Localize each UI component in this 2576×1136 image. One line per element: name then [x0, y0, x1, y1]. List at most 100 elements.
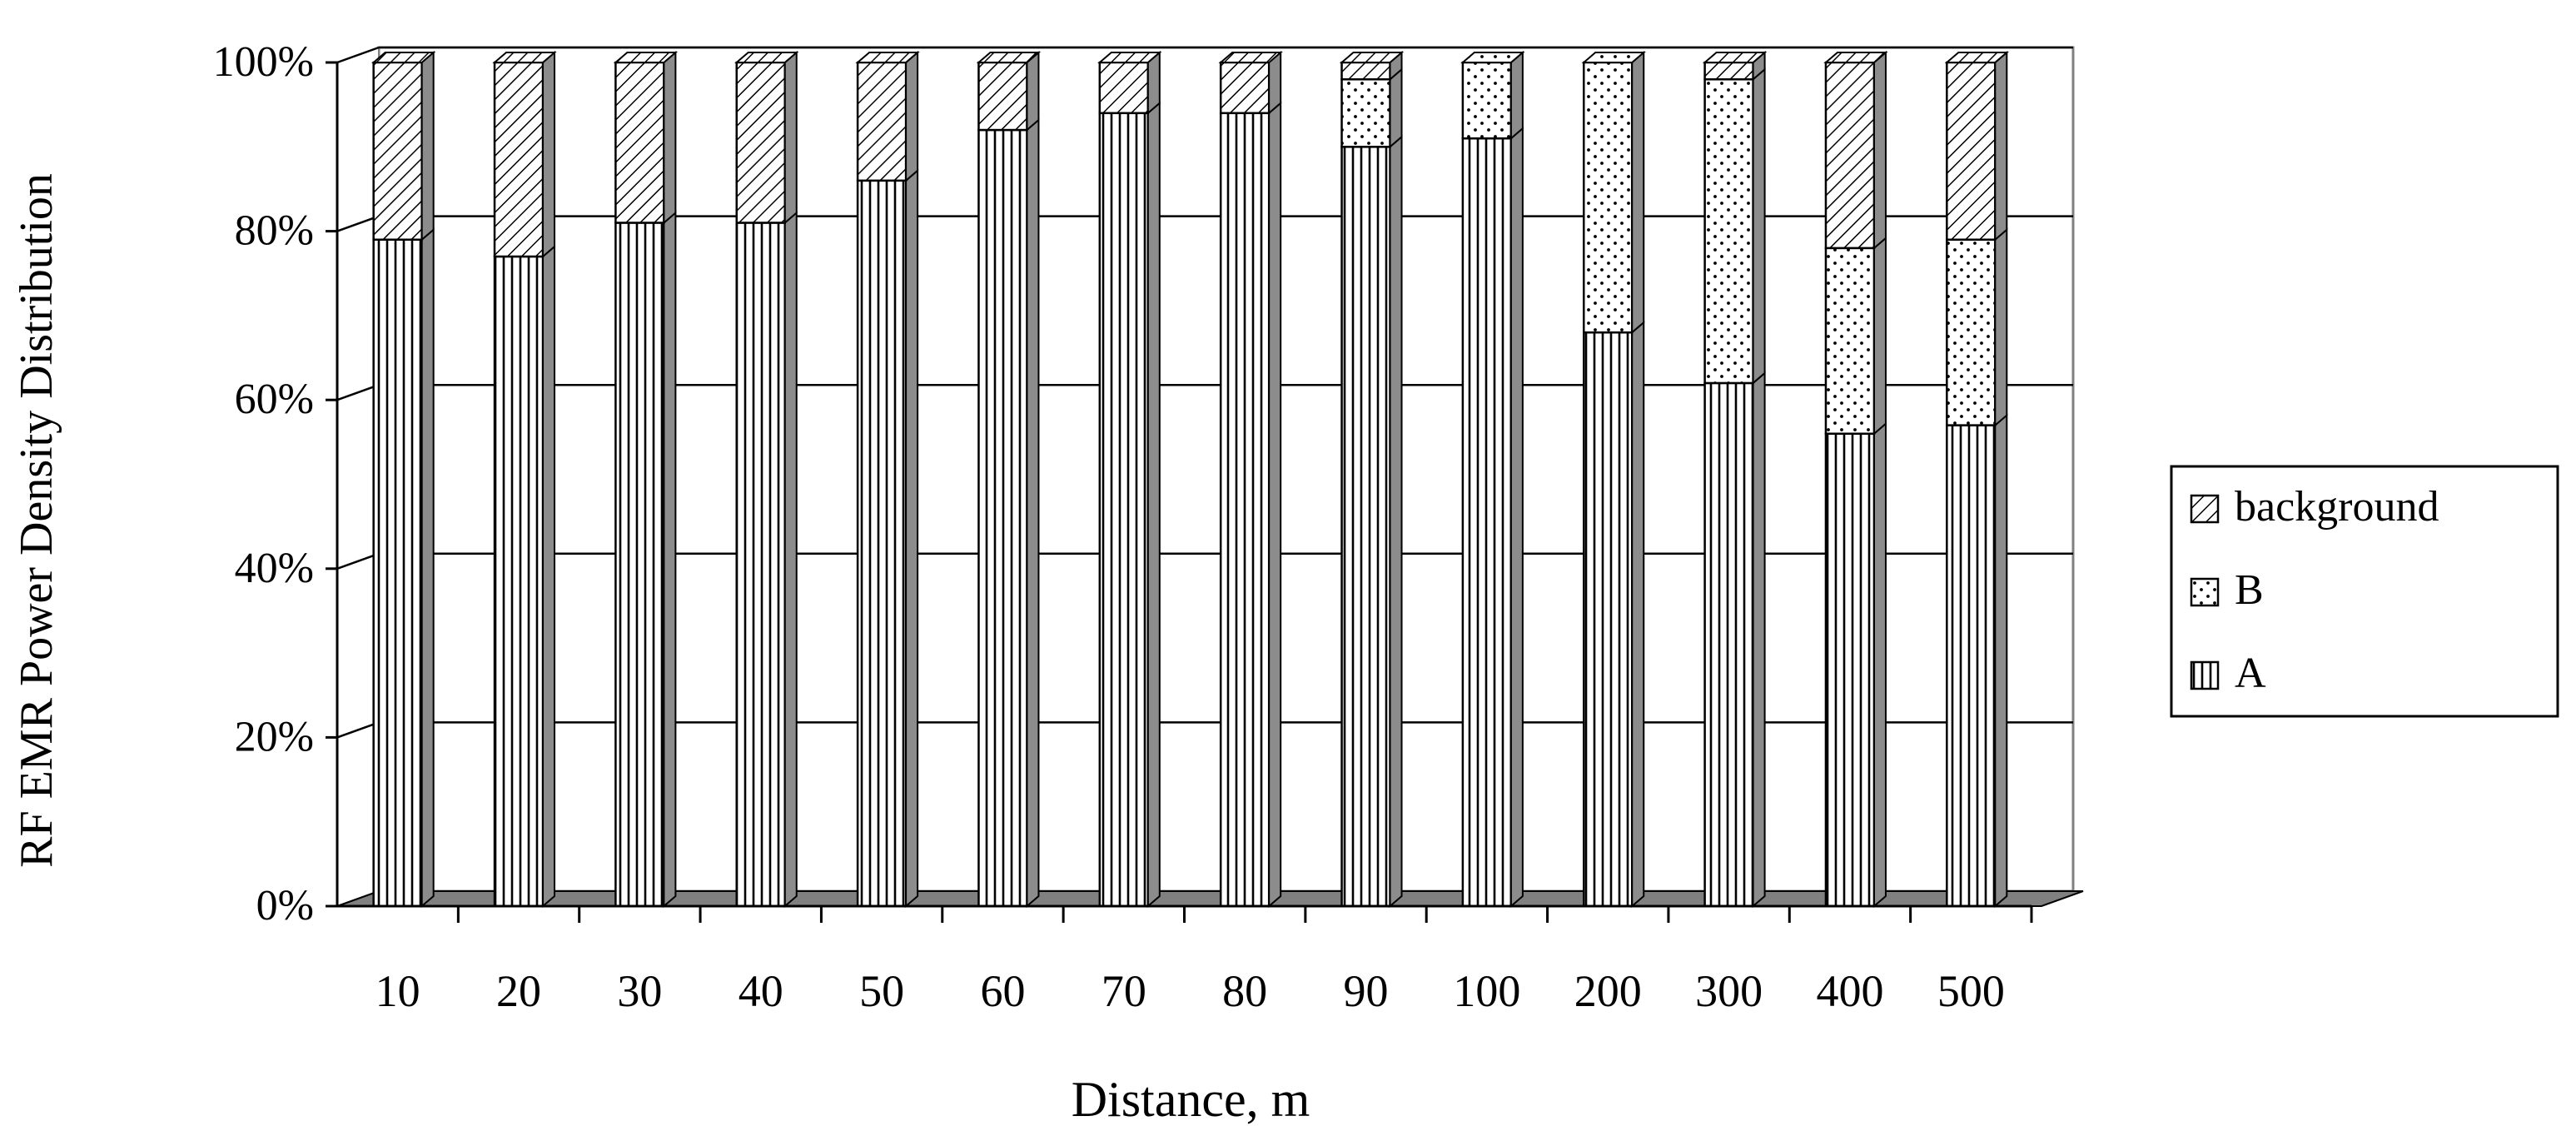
- bar-segment-background-70: [1098, 50, 1161, 115]
- bar-front: [1583, 61, 1634, 334]
- x-tick-label: 10: [375, 966, 420, 1016]
- bar-top-70: [1097, 52, 1162, 63]
- bar-segment-A-70: [1098, 101, 1161, 909]
- bar-front: [1824, 247, 1876, 435]
- bar-side: [1994, 50, 2008, 242]
- y-tick-label: 0%: [256, 882, 314, 929]
- legend-swatch: [2190, 494, 2220, 524]
- bar-front: [1703, 78, 1754, 385]
- bar-front: [1340, 61, 1391, 81]
- y-tick-labels: 0% 20% 40% 60% 80% 100%: [213, 38, 314, 929]
- bar-top-10: [370, 52, 436, 63]
- floor-surface: [336, 890, 2084, 907]
- bar-side: [663, 211, 677, 909]
- y-tick-label: 80%: [235, 207, 314, 255]
- bar-front: [1824, 432, 1876, 908]
- bar-front: [856, 61, 908, 182]
- bar-top-200: [1581, 52, 1646, 63]
- bar-front: [1098, 61, 1150, 115]
- x-tick-label: 80: [1222, 966, 1267, 1016]
- x-tick-labels: 10 20 30 40 50 60 70 80 90 100 200 300 400 500: [375, 966, 2005, 1016]
- bar-segment-background-500: [1946, 50, 2008, 242]
- bar-side: [905, 168, 919, 909]
- bar-front: [493, 61, 545, 258]
- y-tick-label: 20%: [235, 713, 314, 760]
- bar-front: [1946, 238, 1997, 426]
- bar-side: [1026, 50, 1040, 132]
- bar-segment-background-10: [372, 50, 435, 242]
- plot-walls: [336, 46, 2075, 908]
- legend-swatch: [2190, 660, 2220, 690]
- x-tick-label: 60: [980, 966, 1025, 1016]
- legend-item-background: background: [2190, 483, 2439, 531]
- bar-side: [783, 50, 798, 225]
- axes: [326, 61, 2033, 923]
- bar-front: [735, 61, 786, 224]
- x-tick-label: 400: [1816, 966, 1883, 1016]
- bar-segment-background-30: [614, 50, 677, 225]
- bar-top-90: [1339, 52, 1405, 63]
- bar-front: [1219, 112, 1271, 908]
- bar-front: [1340, 78, 1391, 148]
- bar-segment-B-200: [1583, 50, 1645, 335]
- x-tick-label: 300: [1695, 966, 1763, 1016]
- bar-segment-A-40: [735, 211, 798, 909]
- gridline-side: [336, 552, 380, 570]
- bar-front: [1946, 61, 1997, 241]
- bar-segment-background-50: [856, 50, 919, 182]
- bar-segment-B-300: [1703, 67, 1766, 386]
- bar-segment-A-400: [1824, 421, 1887, 909]
- y-tick-label: 40%: [235, 545, 314, 592]
- bar-segment-A-20: [493, 244, 556, 909]
- legend-label: B: [2235, 566, 2264, 614]
- bar-segment-A-500: [1946, 413, 2008, 909]
- y-tick-label: 100%: [213, 38, 314, 86]
- bar-side: [420, 50, 435, 242]
- bar-front: [735, 222, 786, 908]
- bar-segment-background-40: [735, 50, 798, 225]
- x-tick-label: 500: [1937, 966, 2005, 1016]
- legend-item-A: A: [2190, 650, 2266, 697]
- bar-side: [1026, 117, 1040, 909]
- bar-segment-B-400: [1824, 236, 1887, 436]
- legend: background BA: [2170, 465, 2559, 718]
- bar-front: [1703, 381, 1754, 908]
- bar-side: [542, 50, 556, 259]
- bar-segment-A-80: [1219, 101, 1282, 909]
- bar-side: [1509, 126, 1524, 909]
- bar-segment-A-100: [1461, 126, 1524, 909]
- bar-side: [663, 50, 677, 225]
- x-tick-label: 40: [738, 966, 783, 1016]
- legend-swatch: [2190, 577, 2220, 607]
- bar-segment-background-90: [1340, 50, 1403, 82]
- bar-segment-A-50: [856, 168, 919, 909]
- bar-side: [1631, 320, 1645, 909]
- x-tick-label: 200: [1574, 966, 1642, 1016]
- bar-side: [1389, 67, 1403, 149]
- bar-top-100: [1460, 52, 1525, 63]
- bar-top-400: [1823, 52, 1888, 63]
- legend-label: background: [2235, 483, 2439, 531]
- bar-side: [1631, 50, 1645, 335]
- y-axis-label: RF EMR Power Density Distribution: [11, 173, 62, 868]
- bar-segment-background-60: [977, 50, 1040, 132]
- bar-top-20: [492, 52, 557, 63]
- bar-top-60: [976, 52, 1042, 63]
- gridline-side: [336, 384, 380, 401]
- bar-top-50: [855, 52, 920, 63]
- bar-segment-background-300: [1703, 50, 1766, 82]
- bar-front: [1219, 61, 1271, 115]
- x-tick-label: 20: [496, 966, 541, 1016]
- x-tick-label: 30: [617, 966, 662, 1016]
- bar-side: [905, 50, 919, 182]
- legend-label: A: [2235, 650, 2266, 697]
- bar-front: [1946, 424, 1997, 908]
- bar-side: [783, 211, 798, 909]
- bar-segment-B-500: [1946, 227, 2008, 427]
- bar-front: [1340, 146, 1391, 908]
- bar-segment-A-10: [372, 227, 435, 909]
- bar-side: [542, 244, 556, 909]
- bar-side: [1509, 50, 1524, 141]
- y-tick-label: 60%: [235, 376, 314, 423]
